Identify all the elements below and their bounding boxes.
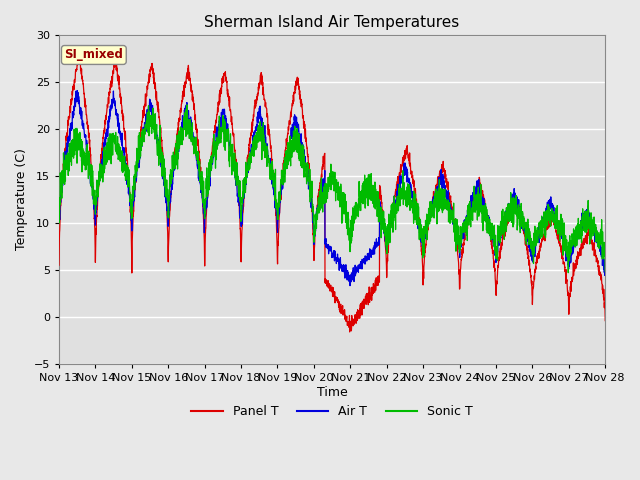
- Y-axis label: Temperature (C): Temperature (C): [15, 149, 28, 251]
- Legend: Panel T, Air T, Sonic T: Panel T, Air T, Sonic T: [186, 400, 478, 423]
- X-axis label: Time: Time: [317, 385, 348, 398]
- Text: SI_mixed: SI_mixed: [65, 48, 124, 61]
- Title: Sherman Island Air Temperatures: Sherman Island Air Temperatures: [204, 15, 460, 30]
